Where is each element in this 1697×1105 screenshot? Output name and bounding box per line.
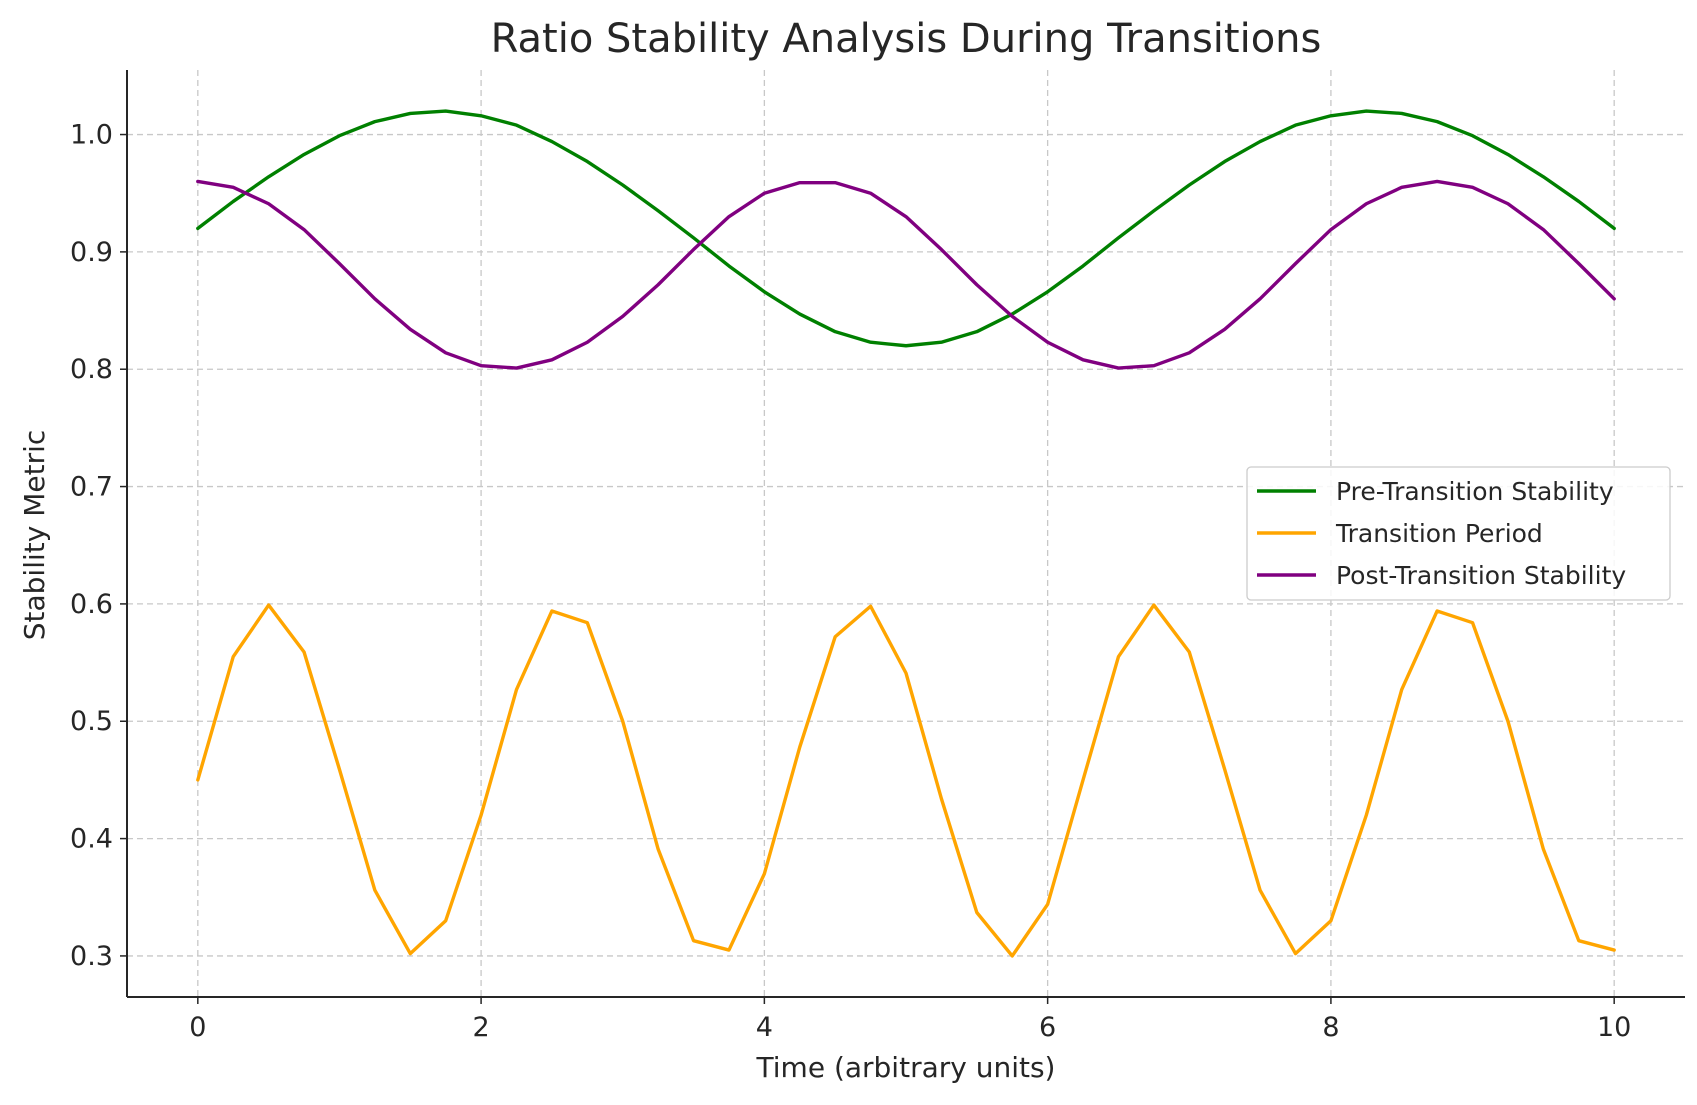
series-layer xyxy=(196,109,1616,958)
x-tick-label: 8 xyxy=(1322,1012,1339,1043)
x-tick-label: 4 xyxy=(756,1012,773,1043)
x-tick-label: 2 xyxy=(472,1012,489,1043)
series-line-pre-transition xyxy=(196,109,1616,348)
y-tick-label: 0.4 xyxy=(70,824,113,855)
y-axis-label: Stability Metric xyxy=(18,430,51,641)
y-tick-label: 1.0 xyxy=(70,120,113,151)
x-tick-label: 10 xyxy=(1597,1012,1631,1043)
series-line-transition-period xyxy=(196,603,1616,958)
ticks-layer: 0 2 4 6 8 10 0.3 0.4 0.5 0.6 0.7 0.8 0.9 1.0 xyxy=(70,120,1631,1043)
y-tick-label: 0.6 xyxy=(70,589,113,620)
x-axis-label: Time (arbitrary units) xyxy=(756,1051,1056,1084)
legend: Pre-Transition Stability Transition Peri… xyxy=(1246,466,1671,601)
y-tick-label: 0.3 xyxy=(70,941,113,972)
y-tick-label: 0.8 xyxy=(70,354,113,385)
legend-label-post-transition: Post-Transition Stability xyxy=(1336,561,1626,590)
y-tick-label: 0.5 xyxy=(70,706,113,737)
legend-label-transition-period: Transition Period xyxy=(1335,519,1543,548)
legend-label-pre-transition: Pre-Transition Stability xyxy=(1336,477,1614,506)
legend-box xyxy=(1246,466,1671,601)
axes-layer xyxy=(126,70,1685,998)
y-tick-label: 0.7 xyxy=(70,472,113,503)
series-line-post-transition xyxy=(196,179,1616,370)
chart-title: Ratio Stability Analysis During Transiti… xyxy=(491,16,1322,62)
y-tick-label: 0.9 xyxy=(70,237,113,268)
x-tick-label: 6 xyxy=(1039,1012,1056,1043)
x-tick-label: 0 xyxy=(189,1012,206,1043)
